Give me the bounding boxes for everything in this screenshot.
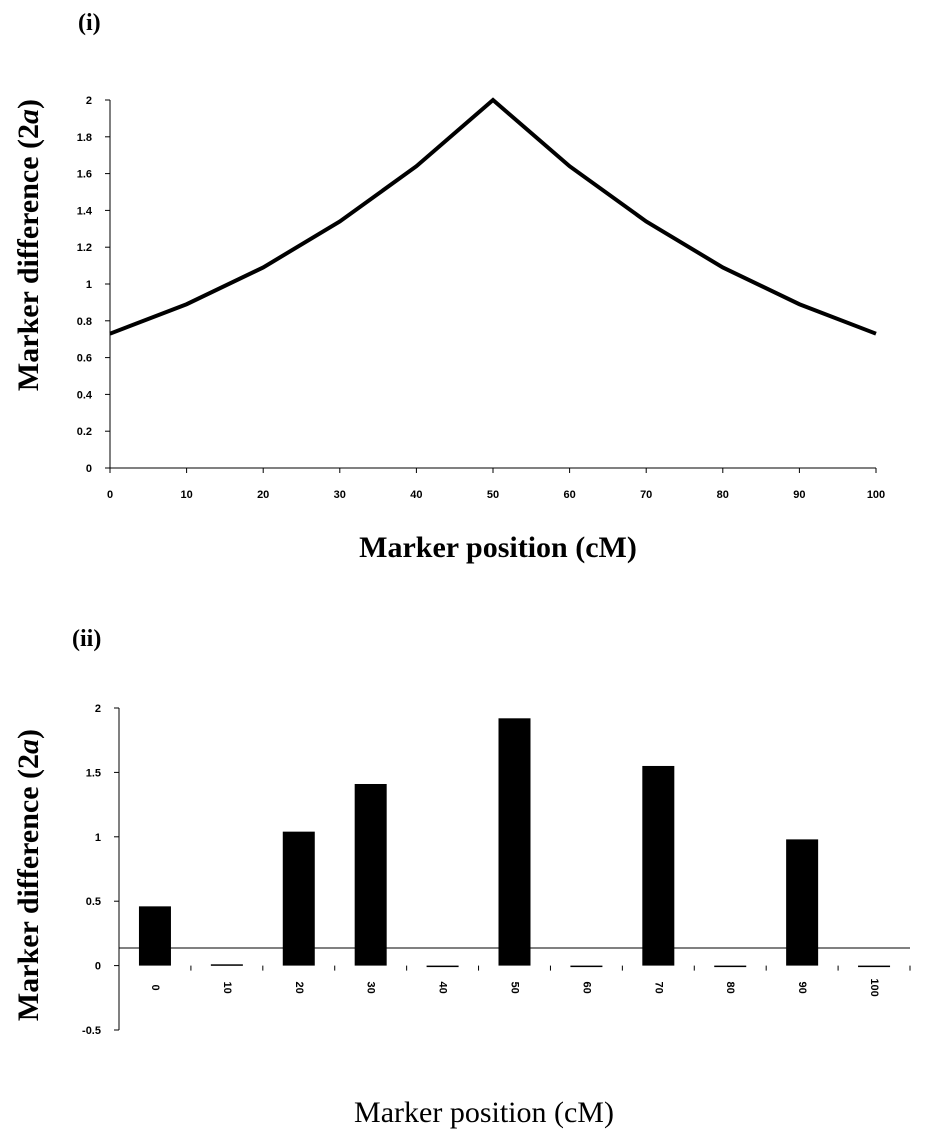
y-tick-label-i: 0.4 xyxy=(77,389,93,401)
y-tick-label-i: 0.6 xyxy=(77,353,92,365)
bar-20 xyxy=(282,831,315,966)
bar-chart-panel: (ii) Marker difference (2a) Marker posit… xyxy=(12,626,911,1129)
panel-label-ii: (ii) xyxy=(72,626,101,652)
y-tick-label-i: 1.2 xyxy=(77,242,92,254)
y-tick-label-i: 1 xyxy=(86,279,92,291)
x-tick-label-i: 0 xyxy=(107,489,113,501)
x-axis-title-ii: Marker position (cM) xyxy=(354,1096,614,1129)
y-tick-label-i: 2 xyxy=(86,95,92,107)
y-tick-label-ii: 1.5 xyxy=(86,767,101,779)
series-i xyxy=(109,97,877,336)
y-tick-label-ii: 1 xyxy=(95,832,101,844)
y-tick-label-i: 1.6 xyxy=(77,169,92,181)
bar-100 xyxy=(858,965,891,968)
x-tick-label-i: 60 xyxy=(563,489,575,501)
bar-90 xyxy=(786,839,819,966)
x-tick-label-ii: 0 xyxy=(149,985,161,991)
x-tick-label-ii: 90 xyxy=(796,981,808,993)
x-tick-label-i: 40 xyxy=(410,489,422,501)
bar-10 xyxy=(210,964,243,966)
x-tick-label-i: 20 xyxy=(257,489,269,501)
y-tick-label-ii: -0.5 xyxy=(82,1025,101,1037)
bar-30 xyxy=(354,783,387,966)
y-axis-title-i: Marker difference (2a) xyxy=(12,99,45,391)
x-tick-label-ii: 20 xyxy=(293,981,305,993)
x-tick-label-i: 70 xyxy=(640,489,652,501)
x-tick-label-i: 50 xyxy=(487,489,499,501)
y-tick-label-i: 0 xyxy=(86,463,92,475)
y-tick-label-i: 1.8 xyxy=(77,132,92,144)
x-tick-label-ii: 60 xyxy=(580,981,592,993)
x-tick-label-ii: 30 xyxy=(365,981,377,993)
y-axis-title-ii: Marker difference (2a) xyxy=(12,729,45,1021)
y-tick-label-ii: 0.5 xyxy=(86,896,101,908)
bar-0 xyxy=(138,906,171,966)
x-tick-label-ii: 40 xyxy=(437,981,449,993)
series-line-i xyxy=(109,97,877,336)
bar-50 xyxy=(498,718,531,966)
x-tick-label-i: 30 xyxy=(334,489,346,501)
ticks-ii: -0.500.511.520 10 20 30 40 50 60 70 80 90 100 xyxy=(82,703,911,1037)
bar-40 xyxy=(426,965,459,968)
x-tick-label-ii: 50 xyxy=(509,981,521,993)
x-tick-label-ii: 10 xyxy=(221,981,233,993)
ticks-i: 00.20.40.60.811.21.41.61.820 10 20 30 40 50 60… xyxy=(77,95,885,501)
x-tick-label-ii: 80 xyxy=(724,981,736,993)
x-tick-label-i: 100 xyxy=(867,489,885,501)
bar-60 xyxy=(570,965,603,968)
line-chart-panel: (i) Marker difference (2a) Marker positi… xyxy=(12,10,885,564)
bars-ii xyxy=(138,718,891,968)
bar-80 xyxy=(714,965,747,968)
x-tick-label-i: 10 xyxy=(180,489,192,501)
y-tick-label-i: 0.2 xyxy=(77,426,92,438)
panel-label-i: (i) xyxy=(78,10,101,36)
x-tick-label-i: 80 xyxy=(717,489,729,501)
x-tick-label-ii: 70 xyxy=(652,981,664,993)
y-tick-label-ii: 0 xyxy=(95,961,101,973)
x-axis-title-i: Marker position (cM) xyxy=(359,531,637,564)
y-tick-label-i: 1.4 xyxy=(77,205,93,217)
x-tick-label-i: 90 xyxy=(793,489,805,501)
y-tick-label-ii: 2 xyxy=(95,703,101,715)
y-tick-label-i: 0.8 xyxy=(77,316,92,328)
x-tick-label-ii: 100 xyxy=(868,978,880,996)
bar-70 xyxy=(642,765,675,966)
